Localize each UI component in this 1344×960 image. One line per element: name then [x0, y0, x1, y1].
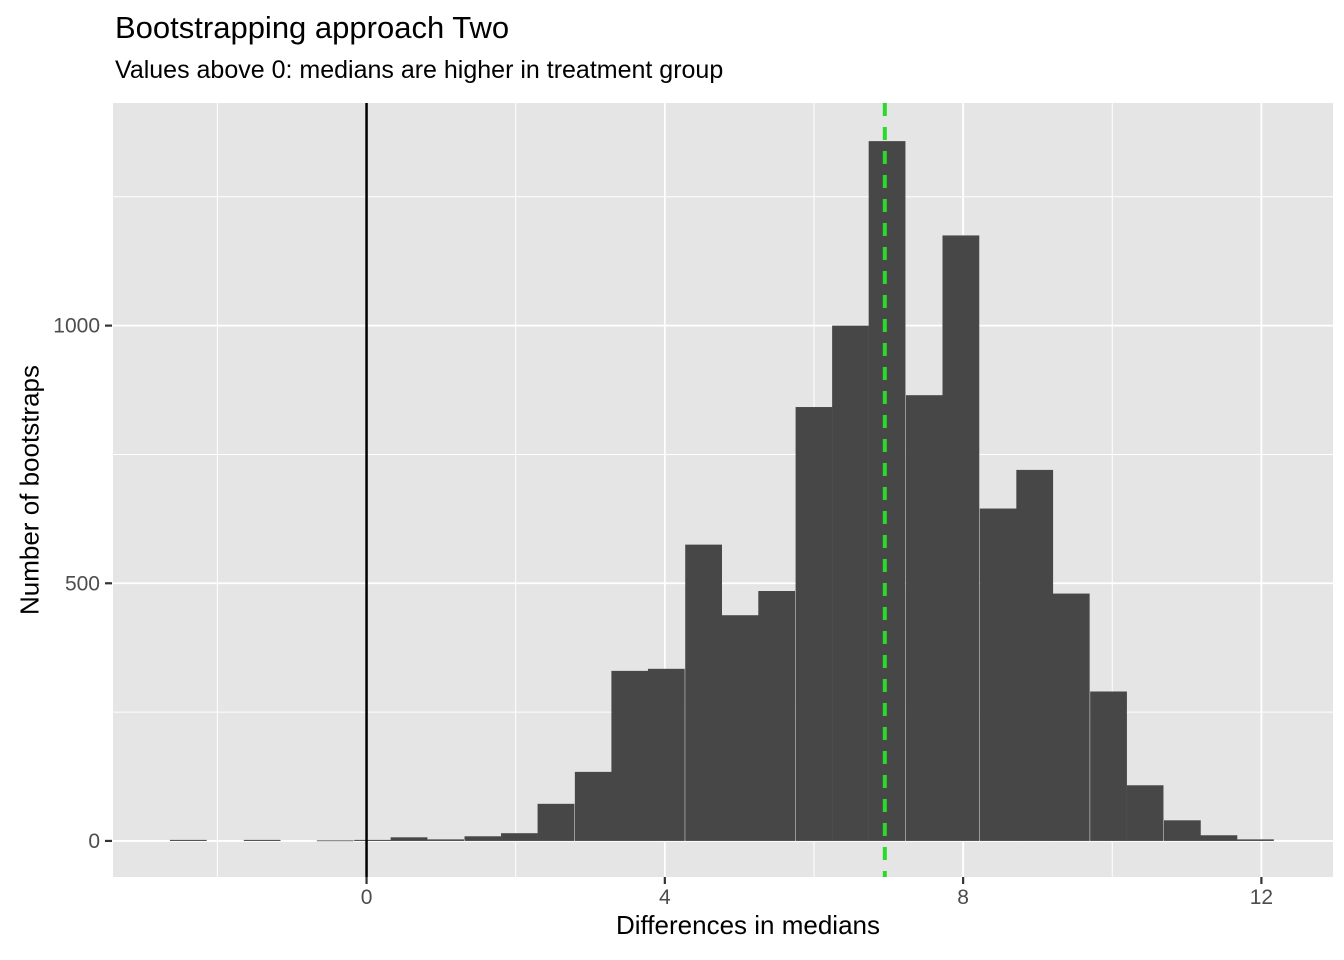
- x-axis-tick-label: 8: [957, 886, 969, 909]
- x-axis-tick-label: 12: [1250, 886, 1273, 909]
- histogram-bar: [1237, 839, 1274, 841]
- histogram-bar: [464, 836, 502, 841]
- plot-subtitle: Values above 0: medians are higher in tr…: [115, 56, 724, 84]
- histogram-bar: [169, 839, 207, 841]
- histogram-bar: [647, 668, 685, 841]
- x-axis-tick-label: 0: [361, 886, 373, 909]
- histogram-bar: [721, 615, 759, 841]
- y-axis-title: Number of bootstraps: [14, 364, 45, 616]
- histogram-bar: [243, 839, 281, 841]
- histogram-bar: [1163, 820, 1201, 841]
- histogram-bar: [427, 839, 464, 841]
- histogram-bar: [1090, 691, 1127, 841]
- histogram-bar: [685, 544, 722, 841]
- histogram-bar: [316, 840, 354, 842]
- y-axis-tick-label: 0: [88, 830, 100, 853]
- histogram-bar: [758, 591, 796, 841]
- histogram-bar: [1052, 593, 1090, 841]
- histogram-bar: [1016, 469, 1054, 841]
- histogram-bar: [795, 407, 833, 841]
- plot-title: Bootstrapping approach Two: [115, 10, 510, 45]
- y-axis-tick-label: 1000: [53, 315, 100, 338]
- histogram-bar: [979, 508, 1017, 841]
- x-axis-title: Differences in medians: [616, 910, 880, 940]
- histogram-bar: [354, 839, 391, 841]
- histogram-bar: [574, 771, 612, 841]
- histogram-bar: [501, 833, 538, 841]
- y-axis-tick-label: 500: [65, 572, 100, 595]
- x-axis-tick-label: 4: [659, 886, 671, 909]
- histogram-bar: [942, 235, 980, 841]
- histogram-bar: [611, 670, 649, 841]
- histogram-bar: [832, 325, 869, 841]
- histogram-bar: [1126, 785, 1164, 841]
- histogram-bar: [537, 803, 575, 841]
- histogram-bar: [905, 395, 943, 841]
- histogram-bar: [1200, 835, 1238, 841]
- histogram-bar: [868, 141, 906, 841]
- histogram-bar: [390, 837, 428, 841]
